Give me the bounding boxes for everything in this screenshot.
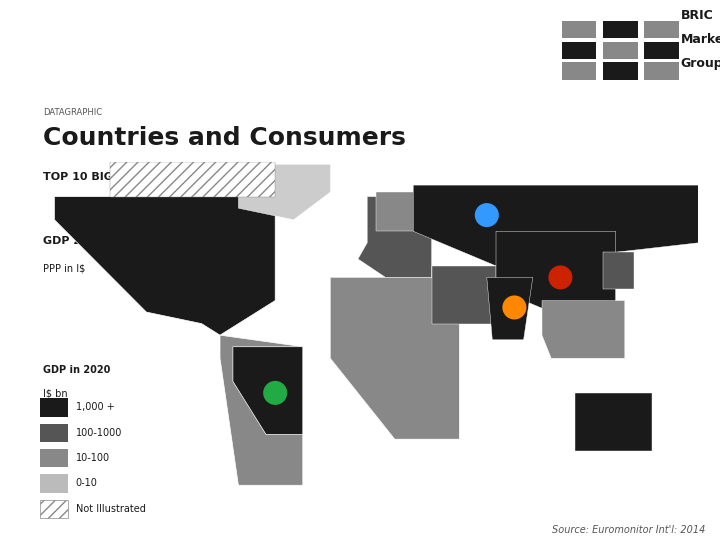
Text: Countries and Consumers: Countries and Consumers	[43, 126, 406, 150]
Polygon shape	[330, 278, 459, 439]
Bar	[644, 21, 679, 38]
Polygon shape	[603, 252, 634, 289]
FancyBboxPatch shape	[40, 474, 68, 492]
Text: GDP in 2020: GDP in 2020	[43, 365, 111, 375]
Polygon shape	[220, 335, 303, 485]
Bar	[562, 62, 596, 80]
Text: 10-100: 10-100	[76, 453, 109, 463]
Text: 100-1000: 100-1000	[76, 428, 122, 438]
Polygon shape	[109, 162, 275, 197]
Polygon shape	[575, 393, 652, 450]
Bar	[644, 62, 679, 80]
Text: DATAGRAPHIC: DATAGRAPHIC	[43, 107, 102, 117]
Bar	[603, 62, 638, 80]
FancyBboxPatch shape	[40, 423, 68, 442]
Text: Not Illustrated: Not Illustrated	[76, 504, 145, 514]
FancyBboxPatch shape	[40, 449, 68, 467]
Text: I$ bn: I$ bn	[43, 388, 68, 398]
Text: 1,000 +: 1,000 +	[76, 402, 114, 413]
Text: Marketing: Marketing	[680, 33, 720, 46]
Polygon shape	[487, 278, 533, 340]
Polygon shape	[358, 197, 431, 278]
Text: TOP 10 BIGGEST ECONOMIES: 2010 VS 2020: TOP 10 BIGGEST ECONOMIES: 2010 VS 2020	[43, 172, 318, 182]
Text: Source: Euromonitor Int'l: 2014: Source: Euromonitor Int'l: 2014	[552, 525, 706, 535]
Bar	[603, 21, 638, 38]
Text: Group: Group	[680, 57, 720, 70]
Polygon shape	[55, 197, 275, 335]
Polygon shape	[377, 192, 423, 231]
Polygon shape	[238, 164, 330, 220]
FancyBboxPatch shape	[40, 399, 68, 417]
Text: Understanding Market Shifts: Understanding Market Shifts	[14, 30, 510, 58]
Bar	[562, 42, 596, 59]
Polygon shape	[413, 185, 698, 266]
Polygon shape	[496, 231, 616, 312]
Text: BRIC: BRIC	[680, 10, 713, 23]
Point	[554, 273, 566, 282]
Point	[481, 211, 492, 219]
Polygon shape	[431, 266, 496, 323]
Text: GDP 2020: GDP 2020	[43, 237, 104, 246]
Bar	[644, 42, 679, 59]
Bar	[603, 42, 638, 59]
Bar	[562, 21, 596, 38]
FancyBboxPatch shape	[40, 500, 68, 518]
Polygon shape	[233, 347, 303, 435]
Point	[508, 303, 520, 312]
Text: PPP in I$: PPP in I$	[43, 264, 86, 274]
Point	[269, 389, 281, 397]
Polygon shape	[542, 301, 625, 358]
Text: 0-10: 0-10	[76, 478, 97, 488]
